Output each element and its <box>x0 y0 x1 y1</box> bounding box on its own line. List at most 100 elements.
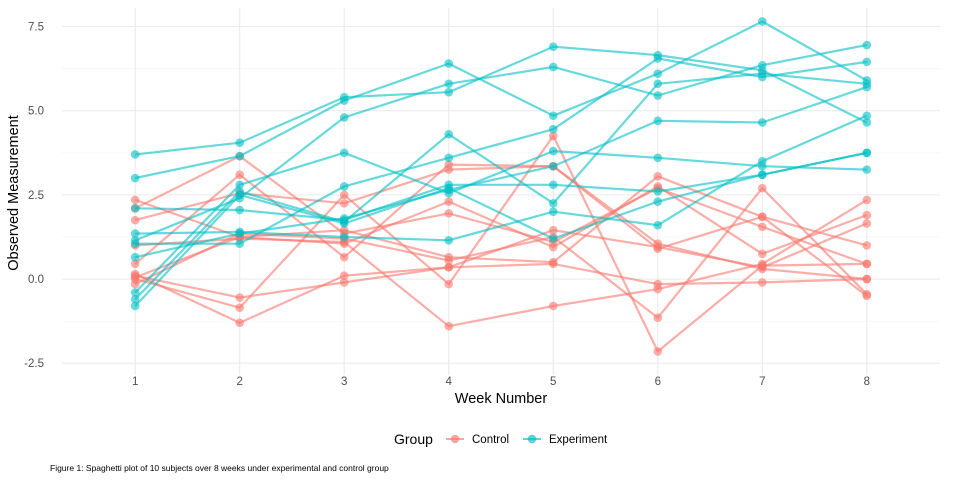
x-tick-label: 5 <box>550 376 556 388</box>
series-line <box>135 114 868 242</box>
series-line <box>135 198 868 328</box>
series-line <box>134 262 867 299</box>
data-point <box>548 146 558 156</box>
data-point <box>653 172 663 181</box>
data-point <box>653 153 663 163</box>
data-point <box>130 229 140 238</box>
data-point <box>758 17 767 26</box>
legend-title: Group <box>394 431 433 447</box>
data-point <box>339 225 349 235</box>
data-point <box>235 151 244 161</box>
data-point <box>444 197 454 206</box>
data-point <box>548 131 558 141</box>
data-point <box>548 301 558 311</box>
y-axis-title: Observed Measurement <box>6 115 22 271</box>
data-point <box>758 222 767 232</box>
data-point <box>130 294 140 304</box>
data-point <box>444 256 454 265</box>
series-control-subject-9 <box>130 195 872 331</box>
series-line <box>134 187 868 319</box>
series-control-subject-3 <box>130 160 872 269</box>
data-point <box>339 198 349 208</box>
data-point <box>862 195 872 205</box>
data-point <box>444 262 454 272</box>
data-point <box>862 210 872 220</box>
data-point <box>444 279 454 289</box>
series-line <box>134 86 868 259</box>
data-point <box>862 118 872 127</box>
data-point <box>862 241 872 250</box>
legend-label-experiment: Experiment <box>549 434 608 446</box>
series-line <box>134 43 868 242</box>
series-line <box>134 72 867 300</box>
data-point <box>653 313 663 323</box>
data-point <box>444 87 454 97</box>
data-point <box>653 91 663 100</box>
series-experiment-subject-9 <box>130 111 872 245</box>
data-point <box>235 303 244 312</box>
data-point <box>862 259 872 269</box>
data-point <box>548 257 558 267</box>
series-line <box>135 57 867 245</box>
data-point <box>548 225 558 235</box>
series-control-subject-10 <box>130 131 872 356</box>
series-line <box>134 151 868 307</box>
x-tick-label: 7 <box>759 376 765 388</box>
data-point <box>235 293 244 302</box>
data-point <box>758 69 767 78</box>
data-point <box>548 207 558 217</box>
data-point <box>444 321 454 331</box>
legend: Group Control Experiment <box>394 431 608 447</box>
data-point <box>444 153 454 163</box>
data-point <box>339 252 349 262</box>
data-point <box>758 118 767 127</box>
data-point <box>548 124 558 134</box>
data-point <box>758 249 767 259</box>
data-point <box>339 232 349 242</box>
data-point <box>758 60 767 70</box>
legend-key-control <box>446 434 464 444</box>
data-point <box>235 138 244 147</box>
data-point <box>339 271 349 280</box>
data-point <box>339 96 349 105</box>
series-layer <box>130 17 872 356</box>
x-axis-title: Week Number <box>455 391 548 407</box>
data-point <box>548 198 558 208</box>
data-point <box>758 183 767 193</box>
series-experiment-subject-2 <box>130 17 872 183</box>
data-point <box>862 40 872 50</box>
x-axis-ticks: 1 2 3 4 5 6 7 8 <box>132 376 870 388</box>
data-point <box>130 259 140 269</box>
x-tick-label: 6 <box>655 376 661 388</box>
data-point <box>444 59 454 68</box>
data-point <box>862 79 872 89</box>
data-point <box>235 318 244 328</box>
data-point <box>548 161 558 171</box>
data-point <box>130 195 140 205</box>
data-point <box>235 190 244 200</box>
data-point <box>444 183 454 193</box>
data-point <box>130 173 140 183</box>
data-point <box>339 219 349 228</box>
data-point <box>548 42 558 52</box>
data-point <box>444 129 454 139</box>
x-tick-label: 8 <box>864 376 870 388</box>
data-point <box>862 289 872 299</box>
figure-caption: Figure 1: Spaghetti plot of 10 subjects … <box>50 463 389 473</box>
series-line <box>135 151 868 222</box>
legend-key-experiment <box>523 434 541 444</box>
data-point <box>339 148 349 158</box>
y-tick-label: 0.0 <box>28 274 44 286</box>
series-line <box>134 150 867 294</box>
series-line <box>134 134 867 353</box>
series-line <box>134 20 868 180</box>
data-point <box>758 170 767 179</box>
data-point <box>862 111 872 121</box>
data-point <box>235 205 244 215</box>
data-point <box>862 219 872 228</box>
data-point <box>339 113 349 122</box>
data-point <box>130 301 140 311</box>
data-point <box>444 209 454 218</box>
series-experiment-subject-4 <box>130 148 872 225</box>
